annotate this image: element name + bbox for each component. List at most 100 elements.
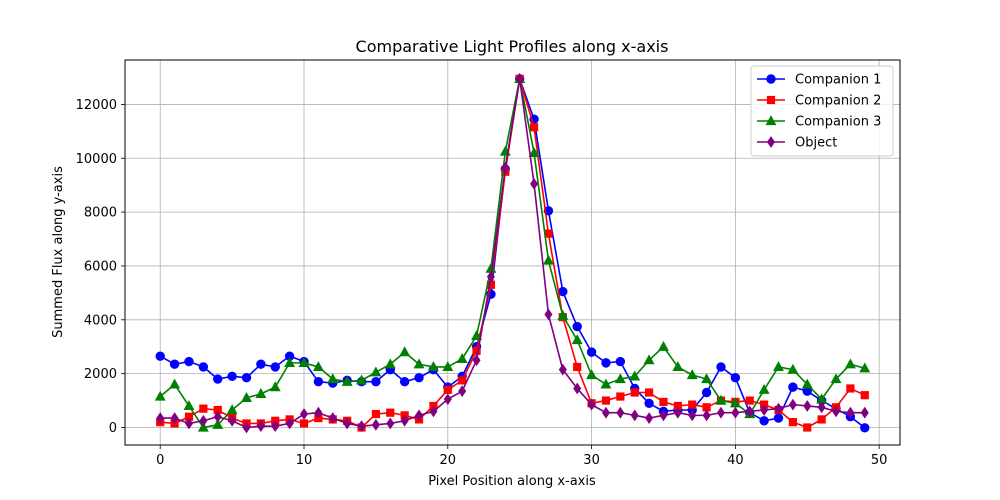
- data-point: [183, 400, 195, 411]
- data-point: [371, 409, 381, 419]
- plot-frame: [124, 59, 901, 446]
- data-point: [213, 410, 222, 423]
- data-point: [300, 408, 309, 420]
- data-point: [557, 309, 569, 320]
- data-point: [601, 396, 611, 405]
- legend-label: Companion 1: [795, 73, 881, 88]
- data-point: [788, 382, 798, 392]
- data-point: [241, 372, 252, 383]
- series-layer: [154, 72, 871, 434]
- data-point: [731, 406, 740, 419]
- data-point: [860, 406, 869, 419]
- data-point: [371, 418, 380, 431]
- y-tick-label: 8000: [84, 206, 117, 221]
- data-point: [701, 373, 713, 384]
- data-point: [314, 406, 323, 419]
- data-point: [788, 418, 797, 427]
- data-point: [745, 396, 754, 405]
- data-point: [672, 361, 684, 372]
- data-point: [429, 405, 438, 418]
- data-point: [199, 414, 208, 427]
- legend-entry: Object: [757, 136, 837, 151]
- y-tick-label: 0: [109, 421, 117, 436]
- data-point: [832, 405, 841, 418]
- data-point: [472, 354, 481, 367]
- data-point: [614, 373, 626, 384]
- legend-label: Companion 3: [795, 115, 881, 130]
- data-point: [801, 378, 813, 389]
- data-point: [154, 390, 166, 401]
- data-point: [601, 358, 611, 368]
- data-point: [255, 388, 267, 398]
- legend-marker: [766, 74, 776, 84]
- legend-label: Object: [795, 136, 837, 151]
- x-tick-label: 40: [727, 453, 744, 468]
- data-point: [571, 334, 583, 345]
- legend-label: Companion 2: [795, 94, 881, 109]
- data-point: [616, 406, 625, 419]
- data-point: [226, 404, 238, 415]
- data-point: [458, 376, 467, 385]
- data-point: [298, 357, 310, 367]
- data-point: [658, 340, 669, 351]
- data-point: [313, 377, 324, 387]
- data-point: [745, 405, 754, 418]
- legend-marker: [766, 136, 776, 148]
- data-point: [456, 353, 468, 363]
- data-point: [688, 409, 697, 422]
- data-point: [443, 393, 452, 406]
- data-point: [587, 398, 596, 411]
- data-point: [285, 417, 294, 430]
- data-point: [169, 378, 181, 389]
- data-point: [341, 375, 353, 386]
- data-point: [170, 412, 179, 424]
- data-point: [299, 419, 309, 428]
- data-point: [730, 372, 741, 383]
- data-point: [270, 362, 280, 372]
- data-point: [846, 406, 855, 419]
- y-tick-label: 4000: [84, 313, 117, 328]
- data-point: [328, 412, 337, 424]
- data-point: [715, 394, 727, 405]
- data-point: [284, 357, 296, 367]
- data-point: [544, 308, 553, 321]
- x-tick-label: 20: [440, 453, 457, 468]
- data-point: [443, 385, 452, 394]
- data-point: [630, 388, 639, 397]
- data-point: [213, 374, 223, 384]
- data-point: [486, 270, 495, 283]
- data-point: [515, 72, 524, 85]
- data-point: [227, 371, 237, 382]
- data-point: [586, 347, 597, 357]
- data-point: [558, 363, 567, 376]
- data-point: [427, 361, 439, 372]
- data-point: [400, 414, 409, 427]
- data-point: [414, 372, 424, 383]
- data-point: [774, 402, 783, 415]
- legend-marker: [766, 95, 776, 105]
- data-point: [860, 391, 869, 400]
- data-point: [643, 354, 655, 365]
- data-point: [357, 420, 366, 433]
- data-point: [844, 358, 856, 369]
- data-point: [573, 382, 582, 395]
- data-point: [630, 409, 639, 422]
- y-axis: 0 2000 4000 6000 8000 10000 12000: [76, 98, 125, 436]
- x-axis-label: Pixel Position along x-axis: [428, 474, 596, 489]
- y-tick-label: 2000: [84, 367, 117, 382]
- data-point: [399, 377, 410, 387]
- data-point: [817, 415, 826, 424]
- x-tick-label: 50: [871, 453, 888, 468]
- data-point: [386, 417, 395, 430]
- data-point: [312, 361, 324, 372]
- data-point: [530, 177, 539, 190]
- data-point: [156, 412, 165, 424]
- data-point: [558, 286, 568, 297]
- legend-box: [750, 65, 894, 157]
- y-tick-label: 6000: [84, 259, 117, 274]
- data-point: [773, 361, 784, 372]
- data-point: [716, 362, 726, 372]
- legend-entry: Companion 3: [757, 115, 881, 130]
- data-point: [759, 416, 769, 426]
- data-point: [471, 330, 482, 341]
